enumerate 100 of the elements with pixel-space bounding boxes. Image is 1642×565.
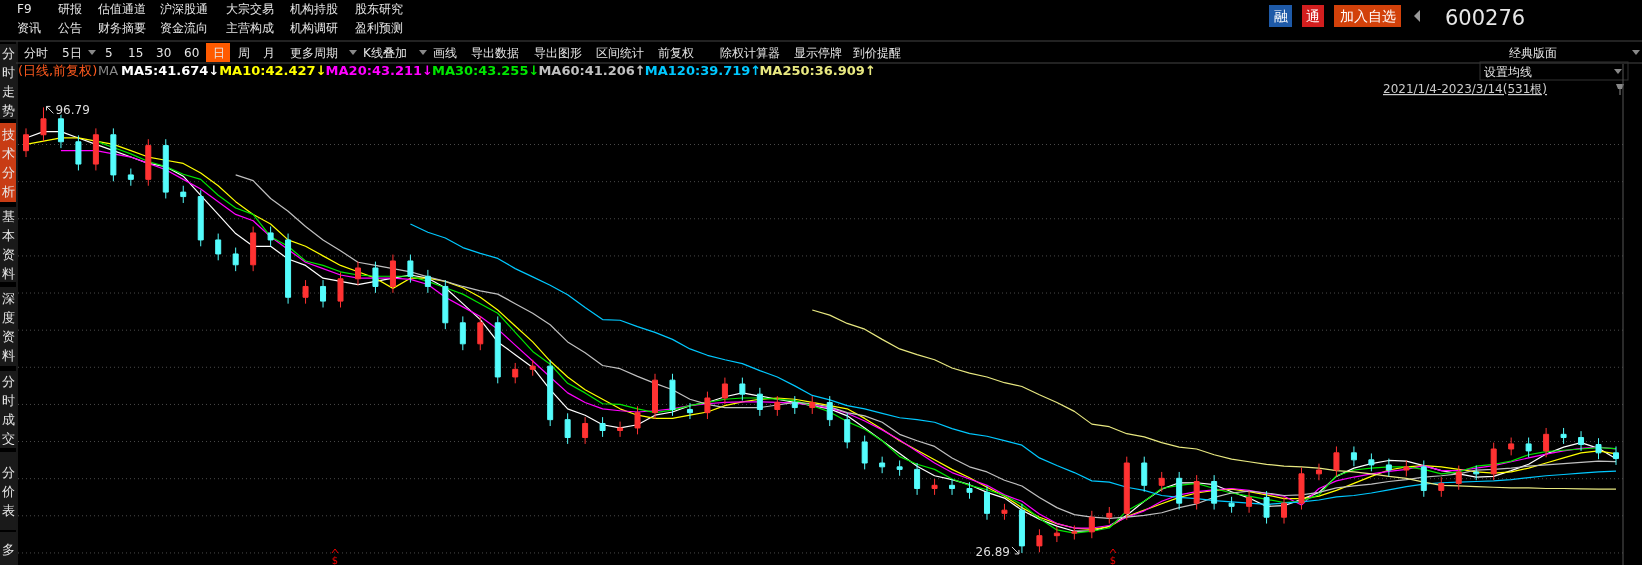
candlestick bbox=[1420, 459, 1427, 498]
text: 导出数据 bbox=[471, 46, 519, 60]
text: 资讯 bbox=[17, 21, 41, 35]
annotation: MA bbox=[98, 63, 119, 78]
candlestick bbox=[1315, 463, 1322, 481]
text: 除权计算器 bbox=[720, 46, 780, 60]
text: 60 bbox=[184, 46, 200, 60]
candlestick bbox=[1350, 445, 1357, 467]
text: 导出图形 bbox=[534, 46, 582, 60]
text: 区间统计 bbox=[596, 46, 644, 60]
candlestick bbox=[617, 421, 624, 438]
candlestick bbox=[1123, 456, 1130, 521]
text: 股东研究 bbox=[355, 2, 403, 16]
candlestick bbox=[931, 478, 938, 496]
candlestick bbox=[1490, 442, 1497, 481]
candlestick bbox=[1246, 490, 1253, 514]
candlestick bbox=[459, 315, 466, 351]
candlestick bbox=[1438, 476, 1445, 498]
candlestick bbox=[215, 233, 222, 261]
candlestick bbox=[1281, 496, 1288, 525]
candlestick bbox=[110, 127, 117, 182]
candlestick bbox=[686, 402, 693, 420]
candlestick bbox=[1141, 456, 1148, 493]
candlestick bbox=[180, 185, 187, 204]
candlestick bbox=[1613, 445, 1619, 466]
text: 更多周期 bbox=[290, 46, 338, 60]
text: 分时成交 bbox=[1, 374, 15, 446]
candlestick bbox=[983, 485, 990, 521]
candlestick bbox=[1595, 437, 1602, 460]
candlestick bbox=[1473, 465, 1480, 481]
candlestick bbox=[914, 462, 921, 496]
candlestick bbox=[1508, 437, 1515, 456]
text: 月 bbox=[263, 46, 275, 60]
text: 技术分析 bbox=[0, 127, 15, 199]
candlestick bbox=[599, 416, 606, 438]
candlestick bbox=[75, 134, 82, 171]
text: MA30:43.255↓ bbox=[432, 63, 540, 78]
candlestick bbox=[1560, 427, 1567, 445]
candlestick bbox=[1368, 452, 1375, 472]
text: 分价表 bbox=[0, 465, 15, 518]
candlestick bbox=[1001, 503, 1008, 521]
candlestick bbox=[1193, 474, 1200, 511]
candlestick bbox=[494, 315, 501, 384]
text: 600276 bbox=[1445, 6, 1526, 30]
candlestick bbox=[1176, 471, 1183, 511]
text: MA60:41.206↑ bbox=[538, 63, 646, 78]
text: MA10:42.427↓ bbox=[219, 63, 327, 78]
candlestick bbox=[1228, 496, 1235, 514]
annotation: 26.89 bbox=[975, 544, 1010, 559]
annotation: 设置均线 bbox=[1484, 65, 1532, 79]
text: 15 bbox=[128, 46, 144, 60]
text: 沪深股通 bbox=[160, 2, 208, 16]
candlestick bbox=[844, 412, 851, 449]
text: 到价提醒 bbox=[853, 46, 901, 60]
candlestick bbox=[582, 416, 589, 445]
text: 周 bbox=[238, 46, 250, 60]
candlestick bbox=[320, 279, 327, 308]
text: MA5:41.674↓ bbox=[121, 63, 220, 78]
candlestick bbox=[127, 168, 134, 187]
text: 5日 bbox=[62, 46, 82, 60]
candlestick bbox=[809, 395, 816, 415]
candlestick bbox=[721, 377, 728, 405]
candlestick bbox=[756, 387, 763, 417]
candlestick bbox=[529, 359, 536, 377]
text: MA20:43.211↓ bbox=[325, 63, 433, 78]
candlestick bbox=[424, 269, 431, 294]
annotation: $ bbox=[331, 555, 339, 565]
text: 研报 bbox=[58, 2, 82, 16]
text: 估值通道 bbox=[97, 2, 146, 16]
candlestick bbox=[197, 189, 204, 247]
candlestick bbox=[1036, 528, 1043, 553]
candlestick bbox=[896, 459, 903, 477]
candlestick bbox=[861, 435, 868, 470]
candlestick bbox=[1071, 524, 1078, 540]
candlestick bbox=[250, 226, 257, 272]
candlestick bbox=[1263, 490, 1270, 525]
text: 30 bbox=[156, 46, 172, 60]
candlestick bbox=[1211, 474, 1218, 511]
candlestick bbox=[285, 233, 292, 305]
candlestick bbox=[354, 261, 361, 286]
candlestick bbox=[791, 395, 798, 415]
candlestick bbox=[1543, 427, 1550, 458]
text: 画线 bbox=[433, 46, 457, 60]
annotation: 2021/1/4-2023/3/14(531根) bbox=[1383, 82, 1548, 96]
annotation: (日线,前复权) bbox=[18, 63, 98, 78]
candlestick bbox=[1106, 506, 1113, 525]
text: 分时走势 bbox=[1, 46, 15, 118]
text: 通 bbox=[1306, 8, 1320, 24]
text: MA250:36.909↑ bbox=[759, 63, 876, 78]
candlestick bbox=[774, 395, 781, 417]
candlestick bbox=[1088, 510, 1095, 539]
text: 机构调研 bbox=[290, 21, 338, 35]
candlestick bbox=[267, 226, 274, 247]
candlestick bbox=[477, 315, 484, 351]
candlestick bbox=[704, 391, 711, 420]
candlestick bbox=[1158, 471, 1165, 493]
text: 财务摘要 bbox=[98, 21, 146, 35]
text: 日 bbox=[213, 46, 225, 60]
candlestick bbox=[1333, 445, 1340, 477]
text: 基本资料 bbox=[1, 209, 15, 281]
